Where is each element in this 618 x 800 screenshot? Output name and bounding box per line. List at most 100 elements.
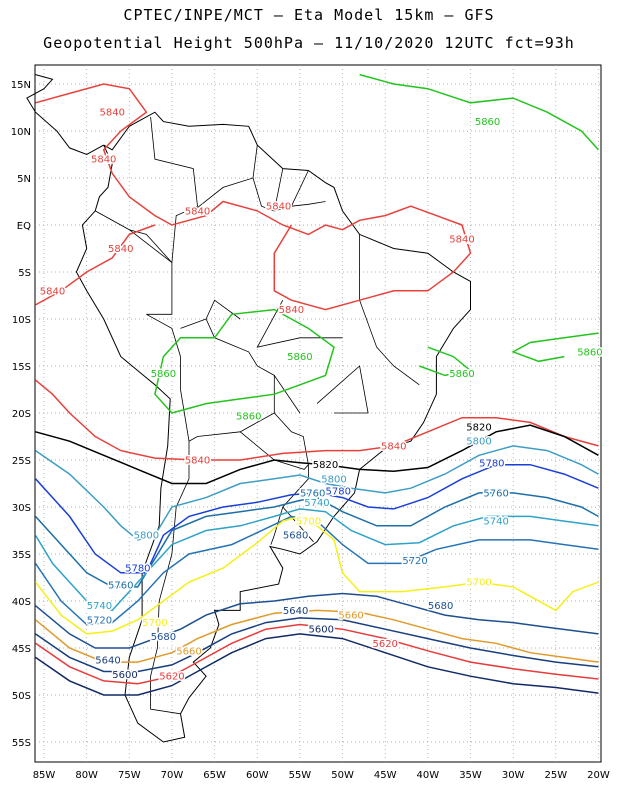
contour-value-label: 5700 [296, 517, 321, 528]
contour-value-label: 5720 [402, 556, 427, 567]
height-contour-line [35, 445, 599, 541]
contour-value-label: 5760 [108, 581, 133, 592]
country-border [273, 168, 284, 211]
contour-value-label: 5840 [449, 235, 474, 246]
lon-tick-label: 30W [502, 770, 525, 781]
contour-value-label: 5620 [159, 672, 184, 683]
contour-value-label: 5760 [300, 488, 325, 499]
contour-value-label: 5740 [304, 498, 329, 509]
height-contours [35, 73, 599, 696]
lat-tick-label: 5S [18, 268, 31, 279]
height-contour-line [35, 83, 472, 311]
contour-value-label: 5840 [91, 155, 116, 166]
contour-value-label: 5660 [338, 611, 363, 622]
lon-tick-label: 70W [161, 770, 184, 781]
lat-tick-label: 15N [11, 80, 31, 91]
height-contour-line [35, 623, 599, 685]
height-contour-line [35, 463, 599, 574]
height-contour-line [154, 308, 335, 414]
map-title-line1: CPTEC/INPE/MCT – Eta Model 15km – GFS [123, 6, 495, 24]
contour-value-label: 5740 [87, 601, 112, 612]
lon-tick-label: 60W [246, 770, 269, 781]
height-contour-line [35, 633, 599, 696]
contour-value-label: 5800 [134, 531, 159, 542]
contour-value-label: 5600 [308, 625, 333, 636]
lon-tick-label: 20W [587, 770, 610, 781]
contour-value-label: 5820 [313, 460, 338, 471]
contour-value-label: 5620 [372, 639, 397, 650]
contour-value-label: 5780 [326, 487, 351, 498]
contour-value-label: 5640 [283, 606, 308, 617]
contour-value-label: 5840 [100, 108, 125, 119]
central-america-coastline [26, 74, 104, 156]
country-border [291, 170, 309, 207]
contour-value-label: 5840 [185, 206, 210, 217]
height-contour-line [359, 73, 599, 151]
lat-tick-label: 45S [12, 644, 31, 655]
contour-value-label: 5760 [483, 488, 508, 499]
contour-value-label: 5840 [279, 305, 304, 316]
lat-tick-label: 10N [11, 127, 31, 138]
contour-value-label: 5860 [449, 369, 474, 380]
contour-value-label: 5740 [483, 517, 508, 528]
lat-tick-label: 55S [12, 738, 31, 749]
height-contour-line [35, 515, 599, 626]
lat-tick-label: 25S [12, 456, 31, 467]
lat-tick-label: 50S [12, 691, 31, 702]
country-border [150, 441, 190, 715]
south-america-coastline [75, 111, 471, 743]
lon-tick-label: 35W [459, 770, 482, 781]
contour-value-label: 5660 [176, 646, 201, 657]
contour-value-label: 5860 [236, 411, 261, 422]
country-border [193, 145, 258, 212]
lat-tick-label: 40S [12, 597, 31, 608]
contour-value-label: 5860 [151, 369, 176, 380]
contour-value-label: 5600 [112, 670, 137, 681]
contour-value-label: 5860 [475, 117, 500, 128]
contour-value-label: 5860 [577, 347, 602, 358]
country-border [359, 234, 420, 386]
contour-value-label: 5720 [87, 615, 112, 626]
map-title-line2: Geopotential Height 500hPa – 11/10/2020 … [43, 34, 575, 52]
lon-tick-label: 75W [118, 770, 141, 781]
country-border [205, 299, 241, 320]
lon-tick-label: 50W [331, 770, 354, 781]
axis-labels: 15N 10N 5N EQ 5S 10S 15S 20S 25S 30S 35S 40S 45S 50S 5… [11, 80, 610, 781]
lat-tick-label: 20S [12, 409, 31, 420]
height-contour-line [35, 617, 599, 673]
height-contour-line [35, 515, 599, 635]
contour-value-label: 5780 [125, 564, 150, 575]
contour-value-label: 5700 [466, 578, 491, 589]
country-border [252, 177, 326, 212]
lon-tick-label: 85W [33, 770, 56, 781]
country-border [316, 365, 369, 414]
contour-value-label: 5640 [95, 656, 120, 667]
contour-value-label: 5840 [266, 202, 291, 213]
height-contour-line [511, 332, 599, 363]
contour-value-label: 5800 [466, 437, 491, 448]
contour-value-label: 5680 [283, 531, 308, 542]
height-contour-line [419, 346, 473, 377]
height-contour-line [35, 379, 599, 461]
contour-value-label: 5680 [151, 632, 176, 643]
height-contour-line [35, 224, 156, 306]
lat-tick-label: 35S [12, 550, 31, 561]
height-contour-line [35, 609, 599, 663]
lon-tick-label: 45W [374, 770, 397, 781]
lon-tick-label: 40W [417, 770, 440, 781]
lat-tick-label: 5N [17, 174, 31, 185]
contour-value-label: 5840 [381, 441, 406, 452]
height-contour-line [35, 592, 599, 649]
lat-tick-label: EQ [17, 221, 31, 232]
contour-labels: 5840 5840 5840 5840 5840 5840 5840 5840 5840 5840… [38, 106, 604, 684]
contour-value-label: 5820 [466, 423, 491, 434]
country-border [273, 375, 301, 414]
lat-tick-label: 15S [12, 362, 31, 373]
contour-value-label: 5840 [185, 456, 210, 467]
height-contour-line [35, 492, 599, 588]
contour-value-label: 5700 [142, 618, 167, 629]
lon-tick-label: 80W [75, 770, 98, 781]
contour-value-label: 5680 [428, 601, 453, 612]
contour-value-label: 5840 [40, 286, 65, 297]
height-contour-line [35, 508, 599, 612]
